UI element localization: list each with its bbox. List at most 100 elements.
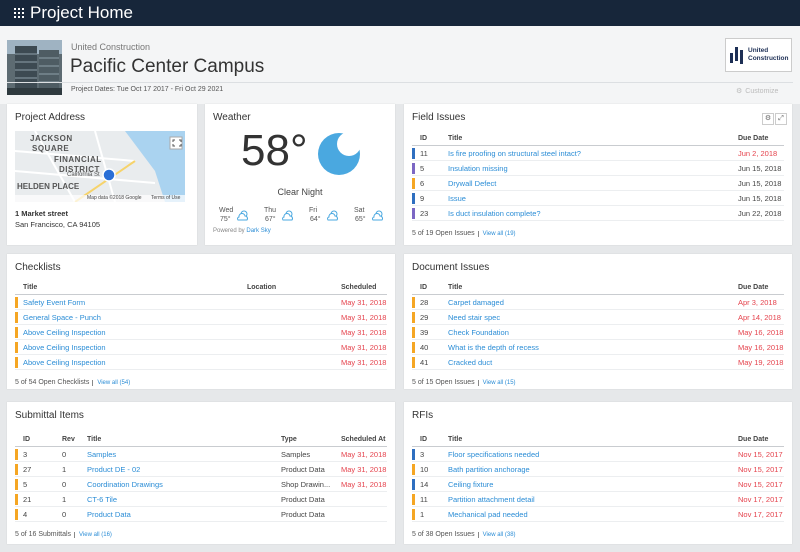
column-header: Title [23, 284, 38, 291]
table-footer: 5 of 38 Open Issues View all (38) [412, 531, 516, 538]
forecast-temp: 64° [310, 216, 321, 223]
row-link[interactable]: Need stair spec [448, 313, 501, 322]
footer-count: 5 of 38 Open Issues [412, 531, 475, 538]
row-link[interactable]: Insulation missing [448, 164, 508, 173]
footer-count: 5 of 54 Open Checklists [15, 379, 90, 386]
row-link[interactable]: Check Foundation [448, 328, 509, 337]
row-cell: Nov 15, 2017 [738, 480, 783, 489]
provider-link[interactable]: Dark Sky [246, 228, 271, 234]
table-row: Safety Event Form May 31, 2018 [15, 295, 387, 310]
column-header: Title [448, 436, 463, 443]
table-row: 3 Floor specifications needed Nov 15, 2017 [412, 447, 784, 462]
forecast-icon [327, 210, 338, 221]
row-link[interactable]: Drywall Defect [448, 179, 497, 188]
row-link[interactable]: Partition attachment detail [448, 495, 535, 504]
status-stripe [15, 449, 18, 460]
table-row: 41 Cracked duct May 19, 2018 [412, 355, 784, 370]
row-link[interactable]: Is duct insulation complete? [448, 209, 541, 218]
row-link[interactable]: Cracked duct [448, 358, 493, 367]
row-cell: 1 [420, 510, 425, 519]
card-title: RFIs [412, 410, 434, 421]
status-stripe [15, 312, 18, 323]
row-link[interactable]: Above Ceiling Inspection [23, 328, 106, 337]
apps-icon[interactable] [14, 8, 24, 18]
view-all-link[interactable]: View all (19) [477, 231, 516, 237]
settings-button[interactable]: ⚙ [762, 113, 774, 125]
row-cell: May 19, 2018 [738, 358, 784, 367]
row-cell: Shop Drawin... [281, 480, 331, 489]
row-link[interactable]: Bath partition anchorage [448, 465, 530, 474]
table-footer: 5 of 19 Open Issues View all (19) [412, 230, 516, 237]
row-link[interactable]: Samples [87, 450, 117, 459]
row-cell: 0 [62, 480, 67, 489]
company-name: United Construction [71, 42, 151, 52]
forecast-temp: 65° [355, 216, 366, 223]
temperature: 58° [241, 126, 308, 175]
column-header: ID [23, 436, 30, 443]
table-row: 4 0 Product Data Product Data [15, 507, 387, 522]
status-stripe [15, 494, 18, 505]
row-cell: 4 [23, 510, 28, 519]
row-link[interactable]: Mechanical pad needed [448, 510, 528, 519]
table-row: 14 Ceiling fixture Nov 15, 2017 [412, 477, 784, 492]
map-label: California St [67, 172, 100, 178]
status-stripe [412, 178, 415, 189]
row-link[interactable]: What is the depth of recess [448, 343, 539, 352]
view-all-link[interactable]: View all (15) [477, 380, 516, 386]
row-link[interactable]: Above Ceiling Inspection [23, 358, 106, 367]
row-link[interactable]: Floor specifications needed [448, 450, 540, 459]
expand-button[interactable]: ⤢ [775, 113, 787, 125]
map[interactable] [15, 131, 185, 202]
row-cell: Jun 15, 2018 [738, 179, 782, 188]
column-header: Due Date [738, 135, 769, 142]
map-attribution: Map data ©2018 Google [87, 195, 142, 201]
project-header: United Construction Pacific Center Campu… [0, 26, 800, 104]
view-all-link[interactable]: View all (38) [477, 532, 516, 538]
forecast-temp: 75° [220, 216, 231, 223]
customize-button[interactable]: ⚙ Customize [736, 88, 779, 95]
row-link[interactable]: General Space - Punch [23, 313, 101, 322]
row-link[interactable]: Coordination Drawings [87, 480, 163, 489]
table-row: 11 Is fire proofing on structural steel i… [412, 146, 784, 161]
row-link[interactable]: Product DE - 02 [87, 465, 141, 474]
row-link[interactable]: CT-6 Tile [87, 495, 118, 504]
table-row: 23 Is duct insulation complete? Jun 22, 20… [412, 206, 784, 221]
view-all-link[interactable]: View all (54) [92, 380, 131, 386]
view-all-link[interactable]: View all (16) [74, 532, 112, 538]
submittal-items-card: Submittal Items ID Rev Title Type Scheduled … [7, 402, 395, 544]
customize-label[interactable]: Customize [745, 88, 779, 95]
card-title: Document Issues [412, 262, 490, 273]
card-title: Weather [213, 112, 251, 123]
row-cell: 0 [62, 510, 67, 519]
row-cell: May 31, 2018 [341, 343, 387, 352]
column-header: Title [87, 436, 102, 443]
row-cell: 23 [420, 209, 429, 218]
status-stripe [15, 509, 18, 520]
row-link[interactable]: Is fire proofing on structural steel int… [448, 149, 581, 158]
row-cell: Nov 17, 2017 [738, 510, 783, 519]
status-stripe [412, 148, 415, 159]
status-stripe [412, 449, 415, 460]
row-cell: 11 [420, 495, 428, 504]
row-cell: 5 [420, 164, 425, 173]
row-link[interactable]: Ceiling fixture [448, 480, 494, 489]
status-stripe [15, 464, 18, 475]
map-terms[interactable]: Terms of Use [151, 195, 181, 201]
rfis-card: RFIs ID Title Due Date 3 Floor specification… [404, 402, 792, 544]
row-link[interactable]: Safety Event Form [23, 298, 86, 307]
row-link[interactable]: Issue [448, 194, 466, 203]
row-link[interactable]: Product Data [87, 510, 131, 519]
status-stripe [412, 297, 415, 308]
row-cell: 1 [62, 495, 67, 504]
map-label: JACKSON [30, 134, 73, 143]
row-link[interactable]: Carpet damaged [448, 298, 504, 307]
table-row: 27 1 Product DE - 02 Product Data May 31, 20… [15, 462, 387, 477]
row-link[interactable]: Above Ceiling Inspection [23, 343, 106, 352]
row-cell: May 31, 2018 [341, 450, 387, 459]
powered-by: Powered by Dark Sky [213, 228, 271, 234]
table-row: 9 Issue Jun 15, 2018 [412, 191, 784, 206]
status-stripe [15, 327, 18, 338]
table-header: Title Location Scheduled [15, 281, 387, 295]
table-row: 5 Insulation missing Jun 15, 2018 [412, 161, 784, 176]
